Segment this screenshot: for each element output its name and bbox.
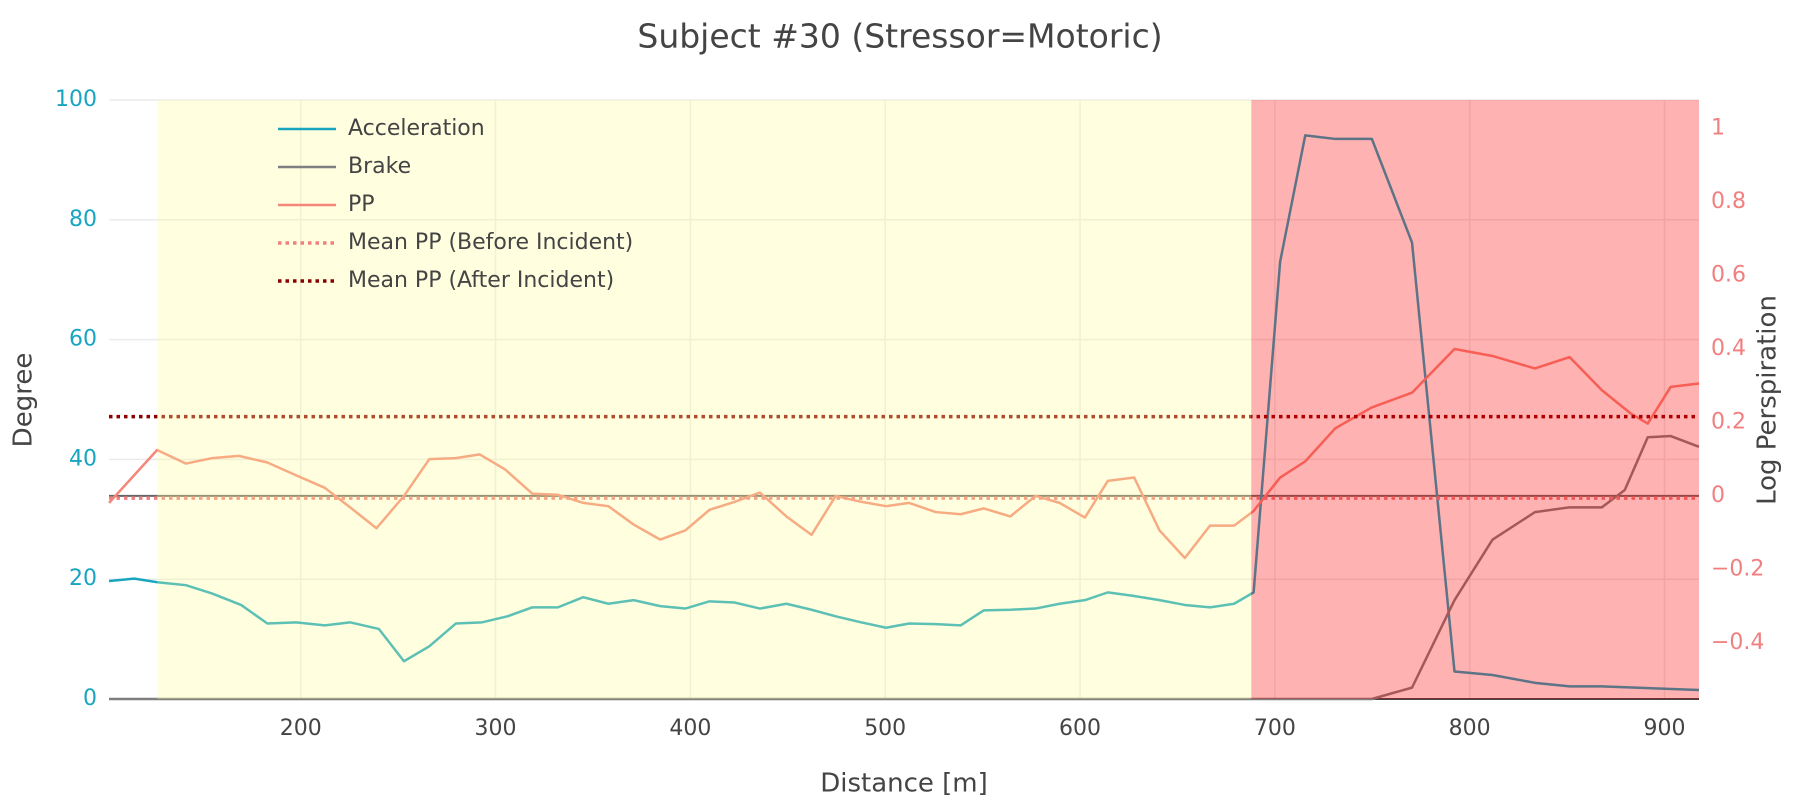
x-tick-label: 800 xyxy=(1449,716,1491,741)
y-tick-label: 60 xyxy=(69,327,97,352)
x-tick-label: 300 xyxy=(475,716,517,741)
series-line xyxy=(108,347,1700,560)
legend-label: PP xyxy=(348,192,375,217)
y2-tick-label: 0.4 xyxy=(1711,336,1746,361)
y2-tick-label: −0.2 xyxy=(1711,556,1764,581)
y2-tick-label: 1 xyxy=(1711,116,1725,141)
x-tick-label: 200 xyxy=(280,716,322,741)
series-line xyxy=(108,134,1700,692)
y-tick-label: 20 xyxy=(69,566,97,591)
legend-label: Brake xyxy=(348,154,411,179)
x-tick-label: 400 xyxy=(669,716,711,741)
x-axis-title: Distance [m] xyxy=(820,769,988,799)
region xyxy=(1251,100,1699,699)
y-axis-title: Degree xyxy=(9,353,39,448)
y-tick-label: 100 xyxy=(55,87,97,112)
y2-tick-label: 0.6 xyxy=(1711,263,1746,288)
chart-title: Subject #30 (Stressor=Motoric) xyxy=(637,17,1162,56)
y2-axis-title: Log Perspiration xyxy=(1753,295,1783,505)
x-tick-label: 600 xyxy=(1059,716,1101,741)
series-line xyxy=(109,434,1700,701)
y2-tick-label: 0.2 xyxy=(1711,409,1746,434)
x-tick-label: 500 xyxy=(864,716,906,741)
y2-tick-label: 0.8 xyxy=(1711,189,1746,214)
y2-tick-label: −0.4 xyxy=(1711,630,1764,655)
y-tick-label: 80 xyxy=(69,207,97,232)
region xyxy=(157,100,1252,699)
y-tick-label: 0 xyxy=(83,686,97,711)
legend-label: Acceleration xyxy=(348,116,485,141)
x-tick-label: 700 xyxy=(1254,716,1296,741)
legend-label: Mean PP (Before Incident) xyxy=(348,230,633,255)
y-tick-label: 40 xyxy=(69,446,97,471)
legend-label: Mean PP (After Incident) xyxy=(348,268,614,293)
x-tick-label: 900 xyxy=(1644,716,1686,741)
y2-tick-label: 0 xyxy=(1711,483,1725,508)
